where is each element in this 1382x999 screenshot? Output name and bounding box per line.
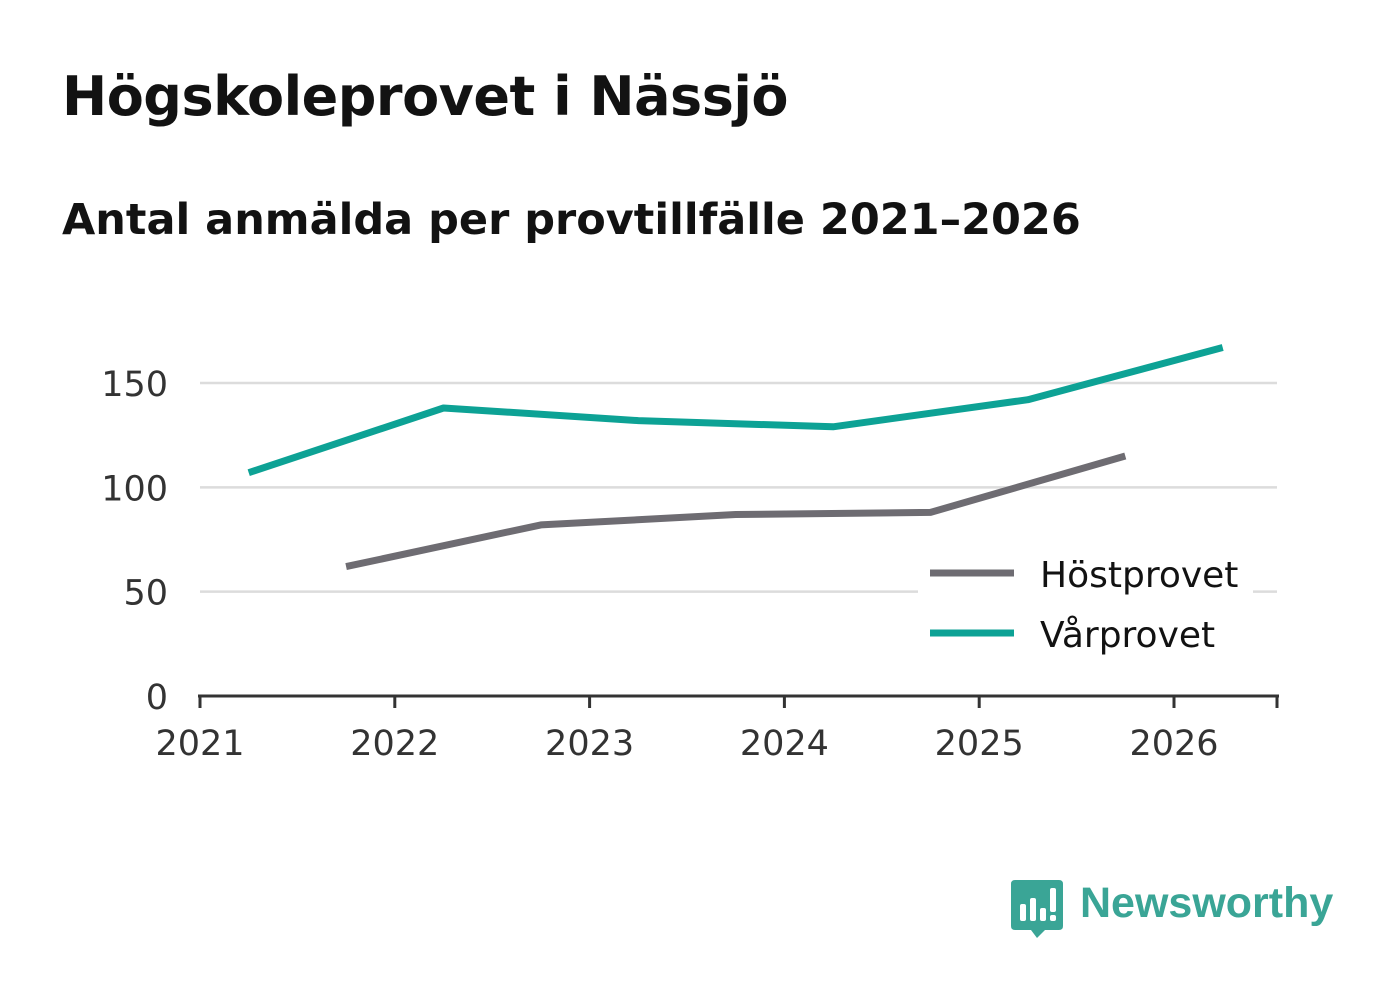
y-tick-label-50: 50 [123,574,168,614]
y-axis-ticks: 0 50 100 150 [101,365,168,718]
legend-label-hostprovet: Höstprovet [1040,555,1238,596]
x-axis: 2021 2022 2023 2024 2025 2026 [155,694,1279,764]
newsworthy-brand: Newsworthy [1008,878,1333,944]
series-line-varprovet [247,344,1224,477]
legend-background [918,548,1253,660]
legend-label-varprovet: Vårprovet [1040,615,1215,656]
x-tick-label-2023: 2023 [545,724,634,764]
x-tick-label-2022: 2022 [350,724,439,764]
chart-title: Högskoleprovet i Nässjö [62,65,788,128]
newsworthy-logo-icon [1011,880,1063,938]
y-tick-label-150: 150 [101,365,168,405]
x-tick-label-2024: 2024 [740,724,829,764]
x-tick-label-2021: 2021 [155,724,244,764]
brand-name: Newsworthy [1080,879,1334,927]
y-tick-label-100: 100 [101,469,168,509]
x-tick-label-2025: 2025 [935,724,1024,764]
y-tick-label-0: 0 [146,678,168,718]
legend: Höstprovet Vårprovet [918,548,1253,660]
chart-subtitle: Antal anmälda per provtillfälle 2021–202… [62,195,1081,245]
series-lines [247,344,1224,571]
x-tick-label-2026: 2026 [1129,724,1218,764]
